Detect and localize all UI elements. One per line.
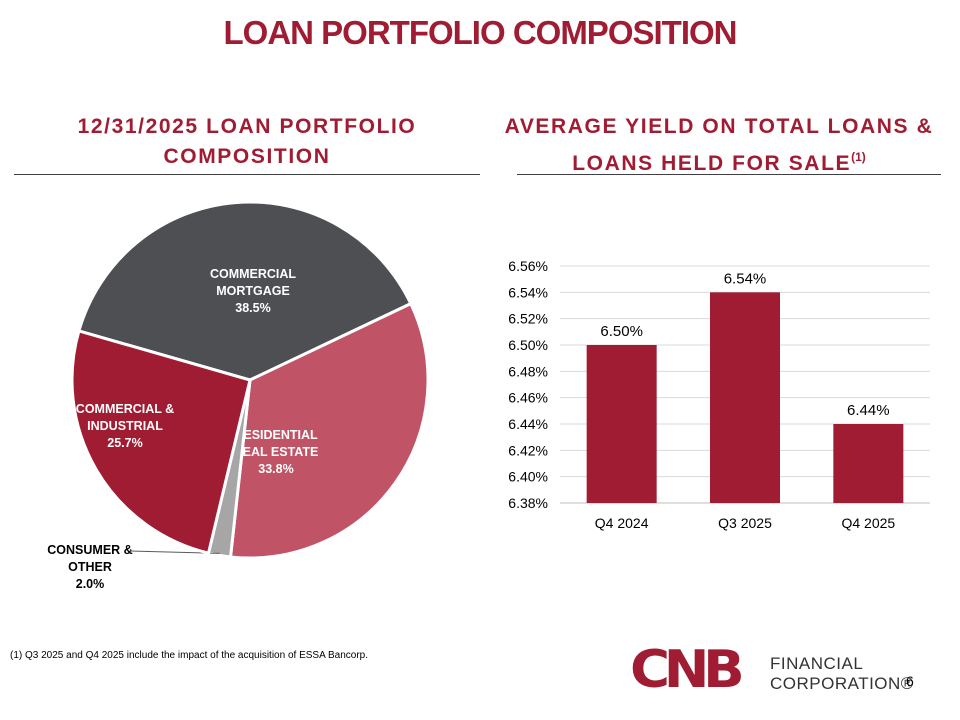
page-number: 6 <box>906 673 914 689</box>
x-tick-label: Q4 2025 <box>841 515 895 531</box>
bar-data-label: 6.50% <box>600 323 643 340</box>
pie-label-line: INDUSTRIAL <box>87 419 163 433</box>
pie-value-commercial-industrial: 25.7% <box>107 436 142 450</box>
pie-label-line: REAL ESTATE <box>234 445 319 459</box>
pie-label-commercial-mortgage: COMMERCIAL MORTGAGE 38.5% <box>210 267 296 315</box>
y-tick-label: 6.56% <box>508 258 548 274</box>
pie-value-consumer-other: 2.0% <box>76 577 105 591</box>
bar-q3-2025 <box>710 292 780 503</box>
y-tick-label: 6.52% <box>508 311 548 327</box>
y-tick-label: 6.38% <box>508 495 548 511</box>
logo-text-line1: FINANCIAL <box>770 654 864 673</box>
bar-title-line2: LOANS HELD FOR SALE(1) <box>480 142 958 179</box>
pie-label-line: RESIDENTIAL <box>234 428 318 442</box>
pie-title-divider <box>14 174 480 175</box>
y-tick-label: 6.48% <box>508 363 548 379</box>
y-tick-label: 6.54% <box>508 284 548 300</box>
y-tick-label: 6.44% <box>508 416 548 432</box>
y-tick-label: 6.46% <box>508 390 548 406</box>
pie-label-line: MORTGAGE <box>216 284 290 298</box>
page-title: LOAN PORTFOLIO COMPOSITION <box>223 14 738 51</box>
y-tick-label: 6.50% <box>508 337 548 353</box>
pie-section-title: 12/31/2025 LOAN PORTFOLIO COMPOSITION <box>14 112 480 172</box>
pie-label-line: COMMERCIAL <box>210 267 296 281</box>
pie-label-line: OTHER <box>68 560 112 574</box>
pie-title-line1: 12/31/2025 LOAN PORTFOLIO <box>77 115 417 138</box>
bar-title-line2-text: LOANS HELD FOR SALE <box>572 152 852 175</box>
y-tick-label: 6.42% <box>508 442 548 458</box>
pie-label-commercial-industrial: COMMERCIAL & INDUSTRIAL 25.7% <box>76 402 174 450</box>
footnote-marker: (1) <box>851 150 866 164</box>
loan-composition-pie-chart: COMMERCIAL MORTGAGE 38.5% RESIDENTIAL REAL E… <box>47 200 430 591</box>
pie-label-consumer-other: CONSUMER & OTHER 2.0% <box>47 543 132 591</box>
pie-value-commercial-mortgage: 38.5% <box>235 301 270 315</box>
cnb-logo: CNB FINANCIAL CORPORATION® <box>630 640 913 700</box>
pie-slice-residential-real-estate <box>228 301 430 560</box>
bar-title-divider <box>517 174 941 175</box>
pie-title-line2: COMPOSITION <box>163 145 331 168</box>
pie-slice-commercial-industrial <box>70 329 252 555</box>
x-tick-label: Q3 2025 <box>718 515 772 531</box>
footnote: (1) Q3 2025 and Q4 2025 include the impa… <box>10 650 369 661</box>
pie-label-line: CONSUMER & <box>47 543 132 557</box>
bar-section-title: AVERAGE YIELD ON TOTAL LOANS & LOANS HEL… <box>480 112 958 179</box>
x-tick-label: Q4 2024 <box>595 515 649 531</box>
pie-slice-commercial-mortgage <box>77 200 413 382</box>
bar-data-label: 6.44% <box>847 402 890 419</box>
pie-label-residential-real-estate: RESIDENTIAL REAL ESTATE 33.8% <box>234 428 319 476</box>
bar-q4-2024 <box>586 345 657 503</box>
pie-label-line: COMMERCIAL & <box>76 402 174 416</box>
logo-mark: CNB <box>630 640 745 700</box>
bar-q4-2025 <box>833 424 904 503</box>
pie-value-residential-real-estate: 33.8% <box>258 462 293 476</box>
bar-title-line1: AVERAGE YIELD ON TOTAL LOANS & <box>504 115 934 138</box>
average-yield-bar-chart: 6.38% 6.40% 6.42% 6.44% 6.46% 6.48% 6.50% 6.52%… <box>508 258 930 531</box>
y-tick-label: 6.40% <box>508 469 548 485</box>
bar-data-label: 6.54% <box>724 270 767 287</box>
logo-text-line2: CORPORATION® <box>770 674 914 693</box>
